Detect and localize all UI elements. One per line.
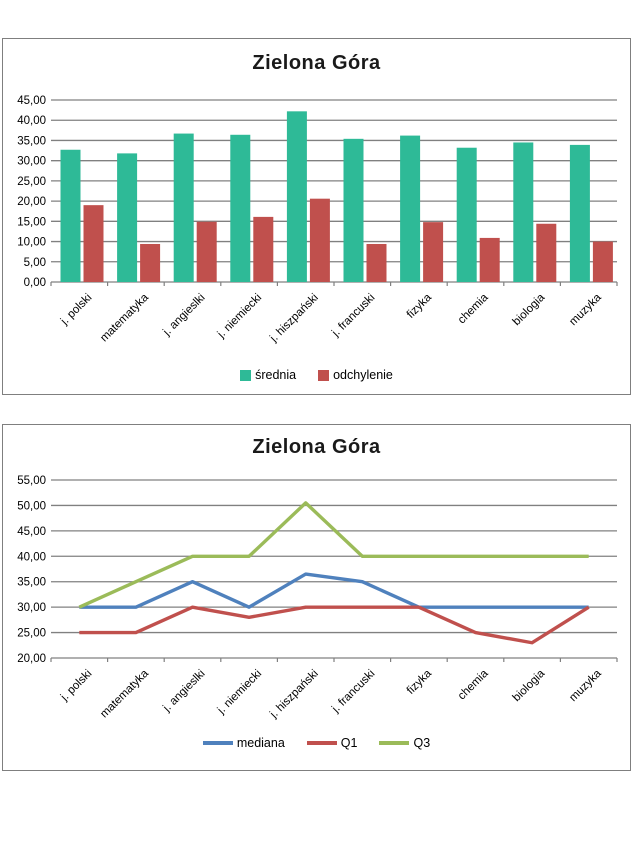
svg-text:j. polski: j. polski (58, 668, 94, 704)
svg-text:30,00: 30,00 (17, 156, 46, 168)
svg-text:j. hiszpański: j. hiszpański (267, 668, 320, 721)
svg-text:5,00: 5,00 (24, 257, 46, 269)
legend-item-srednia: średnia (240, 368, 296, 382)
svg-text:j. hiszpański: j. hiszpański (267, 292, 320, 345)
svg-text:j. angieslki: j. angieslki (160, 668, 207, 715)
svg-text:35,00: 35,00 (17, 577, 46, 589)
legend-item-mediana: mediana (202, 736, 285, 750)
svg-text:35,00: 35,00 (17, 135, 46, 147)
svg-text:fizyka: fizyka (405, 291, 435, 321)
svg-text:15,00: 15,00 (17, 216, 46, 228)
svg-text:0,00: 0,00 (24, 277, 46, 289)
svg-text:40,00: 40,00 (17, 115, 46, 127)
svg-text:45,00: 45,00 (17, 526, 46, 538)
svg-text:25,00: 25,00 (17, 176, 46, 188)
svg-text:20,00: 20,00 (17, 196, 46, 208)
legend-item-q1: Q1 (306, 736, 358, 750)
svg-text:fizyka: fizyka (405, 667, 435, 697)
q1-swatch-icon (306, 741, 337, 745)
svg-text:50,00: 50,00 (17, 500, 46, 512)
line-chart-plot: 20,00 25,00 30,00 35,00 40,00 45,00 50,00 55,00… (17, 475, 618, 721)
bar-chart-plot: 0,00 5,00 10,00 15,00 20,00 25,00 30,00 35,00 40… (17, 95, 618, 345)
svg-text:25,00: 25,00 (17, 628, 46, 640)
line-chart-title: Zielona Góra (252, 436, 381, 458)
svg-text:j. polski: j. polski (58, 292, 94, 328)
line-chart-legend: mediana Q1 Q3 (3, 736, 630, 750)
legend-label-odchylenie: odchylenie (333, 368, 393, 382)
legend-label-q3: Q3 (413, 736, 431, 750)
srednia-swatch-icon (240, 369, 252, 381)
svg-text:j. francuski: j. francuski (329, 292, 377, 340)
svg-text:j. angieslki: j. angieslki (160, 292, 207, 339)
legend-item-q3: Q3 (379, 736, 430, 750)
mediana-swatch-icon (202, 741, 233, 745)
svg-text:55,00: 55,00 (17, 475, 46, 487)
svg-text:j. niemiecki: j. niemiecki (215, 668, 264, 717)
svg-text:chemia: chemia (456, 667, 491, 702)
svg-text:40,00: 40,00 (17, 551, 46, 563)
svg-text:muzyka: muzyka (567, 291, 604, 328)
odchylenie-swatch-icon (318, 369, 330, 381)
svg-text:45,00: 45,00 (17, 95, 46, 107)
svg-text:10,00: 10,00 (17, 237, 46, 249)
legend-label-q1: Q1 (340, 736, 358, 750)
svg-text:muzyka: muzyka (567, 667, 604, 704)
bar-chart-legend: średnia odchylenie (3, 368, 630, 382)
legend-label-mediana: mediana (236, 736, 285, 750)
q3-swatch-icon (379, 741, 410, 745)
svg-text:30,00: 30,00 (17, 602, 46, 614)
bar-chart-title: Zielona Góra (252, 52, 381, 74)
svg-text:j. francuski: j. francuski (329, 668, 377, 716)
svg-text:matematyka: matematyka (98, 291, 151, 344)
svg-text:j. niemiecki: j. niemiecki (215, 292, 264, 341)
bar-chart-panel: Zielona Góra 0,00 5,00 10,00 15,00 20,00 25,0… (2, 38, 631, 395)
svg-text:matematyka: matematyka (98, 667, 151, 720)
svg-text:chemia: chemia (456, 291, 491, 326)
legend-label-srednia: średnia (255, 368, 297, 382)
svg-text:biologia: biologia (511, 291, 548, 328)
legend-item-odchylenie: odchylenie (318, 368, 393, 382)
svg-text:biologia: biologia (511, 667, 548, 704)
svg-text:20,00: 20,00 (17, 653, 46, 665)
line-chart-panel: Zielona Góra 20,00 25,00 30,00 35,00 40,00 45… (2, 424, 631, 771)
